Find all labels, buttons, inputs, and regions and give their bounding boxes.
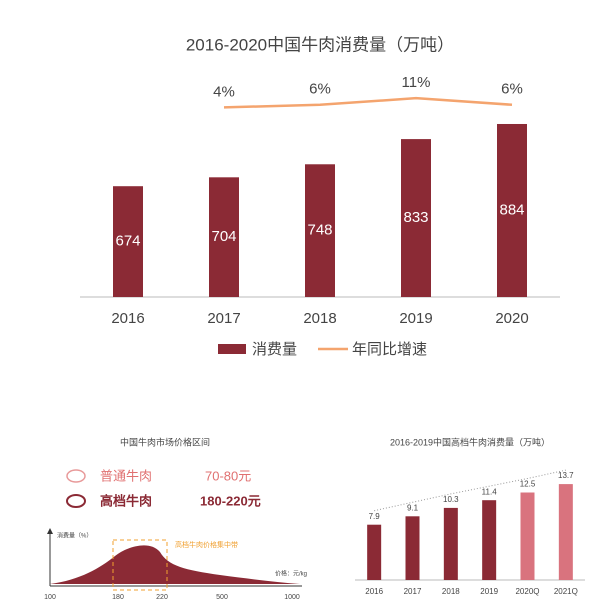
- distribution-area: [50, 545, 300, 584]
- bar-label: 7.9: [369, 512, 381, 521]
- x-tick-label: 2017: [404, 587, 422, 596]
- bar-label: 833: [403, 209, 428, 226]
- bar: [520, 492, 535, 580]
- x-tick-label: 2018: [442, 587, 460, 596]
- x-tick-label: 180: [112, 594, 124, 601]
- bar: [497, 123, 527, 298]
- x-label: 价格：元/kg: [275, 570, 307, 578]
- x-tick-label: 2020: [495, 310, 528, 327]
- legend-label: 年同比增速: [352, 341, 427, 358]
- line-label: 6%: [309, 81, 331, 98]
- line-label: 6%: [501, 81, 523, 98]
- bar: [405, 516, 420, 580]
- bar: [113, 186, 143, 297]
- row-price: 70-80元: [205, 468, 251, 483]
- bar: [482, 500, 497, 580]
- arrow: [47, 528, 53, 534]
- legend-swatch: [218, 344, 246, 354]
- bar-label: 12.5: [520, 480, 536, 489]
- x-tick-label: 2016: [365, 587, 383, 596]
- x-tick-label: 2019: [399, 310, 432, 327]
- y-label: 消费量（%）: [57, 532, 92, 540]
- x-tick-label: 1000: [284, 594, 300, 601]
- annotation: 高档牛肉价格集中带: [175, 540, 238, 549]
- row-name: 高档牛肉: [100, 493, 152, 508]
- x-tick-label: 2016: [111, 310, 144, 327]
- highlight-box: [112, 539, 168, 591]
- bar: [558, 484, 573, 580]
- row-price: 180-220元: [200, 493, 261, 508]
- x-tick-label: 2021Q: [554, 587, 578, 596]
- bar-label: 13.7: [558, 471, 574, 480]
- x-tick-label: 2017: [207, 310, 240, 327]
- bar: [367, 524, 382, 580]
- icon: [66, 494, 86, 508]
- price-panel: 中国牛肉市场价格区间 普通牛肉 70-80元 高档牛肉 180-220元 消费量…: [44, 436, 307, 600]
- bar: [401, 139, 431, 297]
- bar-label: 9.1: [407, 503, 419, 512]
- bar: [209, 177, 239, 297]
- line-label: 11%: [402, 74, 431, 91]
- row-name: 普通牛肉: [100, 468, 152, 483]
- bar-label: 11.4: [482, 487, 498, 496]
- line-label: 4%: [213, 83, 235, 100]
- x-tick-label: 2020Q: [515, 587, 539, 596]
- bar-label: 748: [307, 222, 332, 239]
- x-tick-label: 220: [156, 594, 168, 601]
- bar: [305, 164, 335, 297]
- growth-line: [223, 96, 513, 109]
- bar: [443, 507, 458, 580]
- bar-label: 10.3: [443, 495, 459, 504]
- panel-title: 中国牛肉市场价格区间: [120, 436, 210, 447]
- x-tick-label: 500: [216, 594, 228, 601]
- x-tick-label: 2019: [480, 587, 498, 596]
- trend-line: [374, 469, 566, 512]
- icon: [66, 469, 86, 483]
- bar-label: 674: [115, 233, 140, 250]
- bar-label: 884: [499, 201, 524, 218]
- chart-title: 2016-2019中国高档牛肉消费量（万吨）: [390, 436, 550, 447]
- x-tick-label: 2018: [303, 310, 336, 327]
- chart-title: 2016-2020中国牛肉消费量（万吨）: [186, 35, 454, 54]
- bar-label: 704: [211, 228, 236, 245]
- legend-label: 消费量: [252, 341, 297, 358]
- x-tick-label: 100: [44, 594, 56, 601]
